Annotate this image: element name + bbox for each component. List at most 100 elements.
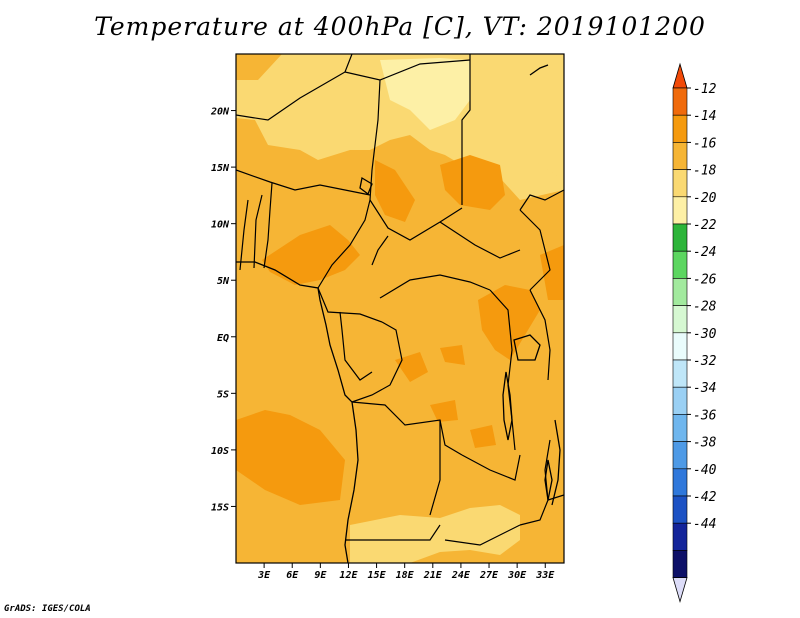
colorbar-label: -34 (693, 381, 716, 396)
colorbar-label: -16 (693, 136, 717, 151)
colorbar: -12 -14 -16 -18 -20 -22 -24 -26 -28 -30 -32 -34 -36 -… (672, 62, 717, 604)
border-nigeria-benin (263, 182, 273, 269)
colorbar-label: -26 (693, 272, 717, 287)
lat-label: 15S (211, 502, 229, 513)
border-zambia-drc (461, 454, 521, 481)
field-region-east (540, 245, 564, 300)
colorbar-label: -40 (693, 463, 717, 478)
border-gabon-congo (339, 311, 373, 381)
coastline-west-africa (236, 261, 359, 563)
lat-label: 5S (217, 389, 229, 400)
lat-label: 5N (217, 276, 230, 287)
border-angola-namibia (345, 524, 441, 541)
field-region-angola (236, 410, 345, 505)
colorbar-swatch (672, 114, 688, 143)
country-borders (236, 54, 564, 546)
field-region-sahara-west (380, 58, 470, 130)
colorbar-label: -32 (693, 354, 717, 369)
border-ethiopia (519, 189, 564, 211)
border-congo-drc (351, 321, 403, 403)
map-title: Temperature at 400hPa [C], VT: 201910120… (94, 12, 706, 41)
field-region-chad (375, 160, 415, 222)
lat-label: 15N (211, 163, 230, 174)
border-namibia-botswana (444, 524, 521, 546)
colorbar-swatch (672, 223, 688, 252)
field-region-nigeria (262, 225, 360, 285)
lon-label: 27E (479, 570, 499, 581)
colorbar-swatch (672, 196, 688, 225)
lon-label: 24E (451, 570, 471, 581)
border-car-cameroon (371, 235, 389, 266)
border-mozambique (547, 494, 564, 501)
lon-label: 30E (507, 570, 527, 581)
longitude-axis: 3E 6E 9E 12E 15E 18E 21E 24E 27E 30E 33E (257, 563, 555, 581)
colorbar-swatch (672, 169, 688, 198)
lat-label: 10S (211, 446, 229, 457)
colorbar-swatch (672, 359, 688, 388)
lon-label: 15E (368, 570, 387, 581)
colorbar-label: -20 (693, 191, 717, 206)
colorbar-swatch (672, 305, 688, 334)
colorbar-label: -28 (693, 300, 717, 315)
colorbar-label: -22 (693, 218, 717, 233)
lake-chad (359, 176, 373, 196)
lon-label: 33E (535, 570, 555, 581)
border-chad-car (369, 199, 463, 241)
colorbar-swatch (672, 386, 688, 415)
temperature-field (236, 54, 564, 563)
border-nigeria-cameroon (317, 199, 371, 289)
border-drc-angola (351, 401, 463, 456)
colorbar-label: -36 (693, 408, 717, 423)
border-south-sudan-east (519, 209, 551, 291)
colorbar-label: -14 (693, 109, 716, 124)
map-frame (235, 53, 565, 564)
colorbar-swatch (672, 414, 688, 442)
colorbar-swatch (672, 468, 688, 497)
field-region-south (350, 505, 520, 563)
border-benin-togo (253, 194, 263, 269)
colorbar-swatch (672, 142, 688, 170)
border-sudan-south-sudan (439, 221, 521, 259)
colorbar-bottom-arrow (672, 577, 688, 604)
colorbar-label: -30 (693, 327, 717, 342)
lon-label: 9E (314, 570, 327, 581)
lat-label: 20N (210, 107, 230, 118)
lat-label: 10N (211, 220, 230, 231)
field-region-sudan (440, 155, 505, 210)
colorbar-swatch (672, 522, 688, 551)
colorbar-label: -44 (693, 517, 716, 532)
colorbar-label: -12 (693, 82, 717, 97)
coastlines (236, 64, 561, 563)
field-region-congo-spots (395, 345, 496, 448)
lon-label: 6E (286, 570, 299, 581)
grads-credit: GrADS: IGES/COLA (4, 604, 91, 614)
colorbar-label: -38 (693, 436, 717, 451)
border-angola-zambia (429, 420, 441, 516)
latitude-axis: 20N 15N 10N 5N EQ 5S 10S 15S (210, 107, 236, 513)
colorbar-swatch (672, 441, 688, 470)
coastline-red-sea (529, 64, 549, 76)
colorbar-swatch (672, 278, 688, 306)
border-ghana-togo (239, 199, 249, 271)
border-uganda-kenya (529, 289, 551, 381)
lon-label: 3E (257, 570, 271, 581)
border-libya-sudan-egypt (461, 54, 471, 205)
lon-label: 21E (423, 570, 443, 581)
border-mali-algeria (236, 54, 353, 121)
border-drc-east (489, 289, 516, 451)
lon-label: 18E (396, 570, 415, 581)
colorbar-swatch (672, 250, 688, 279)
border-niger-algeria-libya (344, 59, 471, 81)
border-car-south (379, 274, 491, 299)
colorbar-swatch (672, 550, 688, 578)
colorbar-top-arrow (672, 62, 688, 89)
colorbar-label: -42 (693, 490, 717, 505)
colorbar-swatch (672, 87, 688, 116)
coastline-east (551, 419, 561, 506)
lake-victoria (513, 334, 541, 361)
field-region-east-yellow (500, 80, 564, 180)
colorbar-swatch (672, 495, 688, 524)
lake-malawi (544, 459, 553, 501)
lon-label: 12E (339, 570, 358, 581)
